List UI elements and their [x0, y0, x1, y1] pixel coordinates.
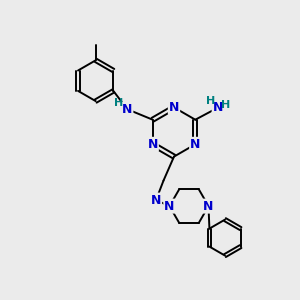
Text: N: N — [213, 101, 223, 114]
Text: N: N — [122, 103, 132, 116]
Text: H: H — [206, 96, 215, 106]
Text: H: H — [221, 100, 230, 110]
Text: N: N — [164, 200, 175, 213]
Text: H: H — [114, 98, 123, 108]
Text: N: N — [169, 101, 179, 114]
Text: N: N — [151, 194, 161, 207]
Text: N: N — [190, 138, 200, 151]
Text: N: N — [203, 200, 214, 213]
Text: N: N — [148, 138, 158, 151]
